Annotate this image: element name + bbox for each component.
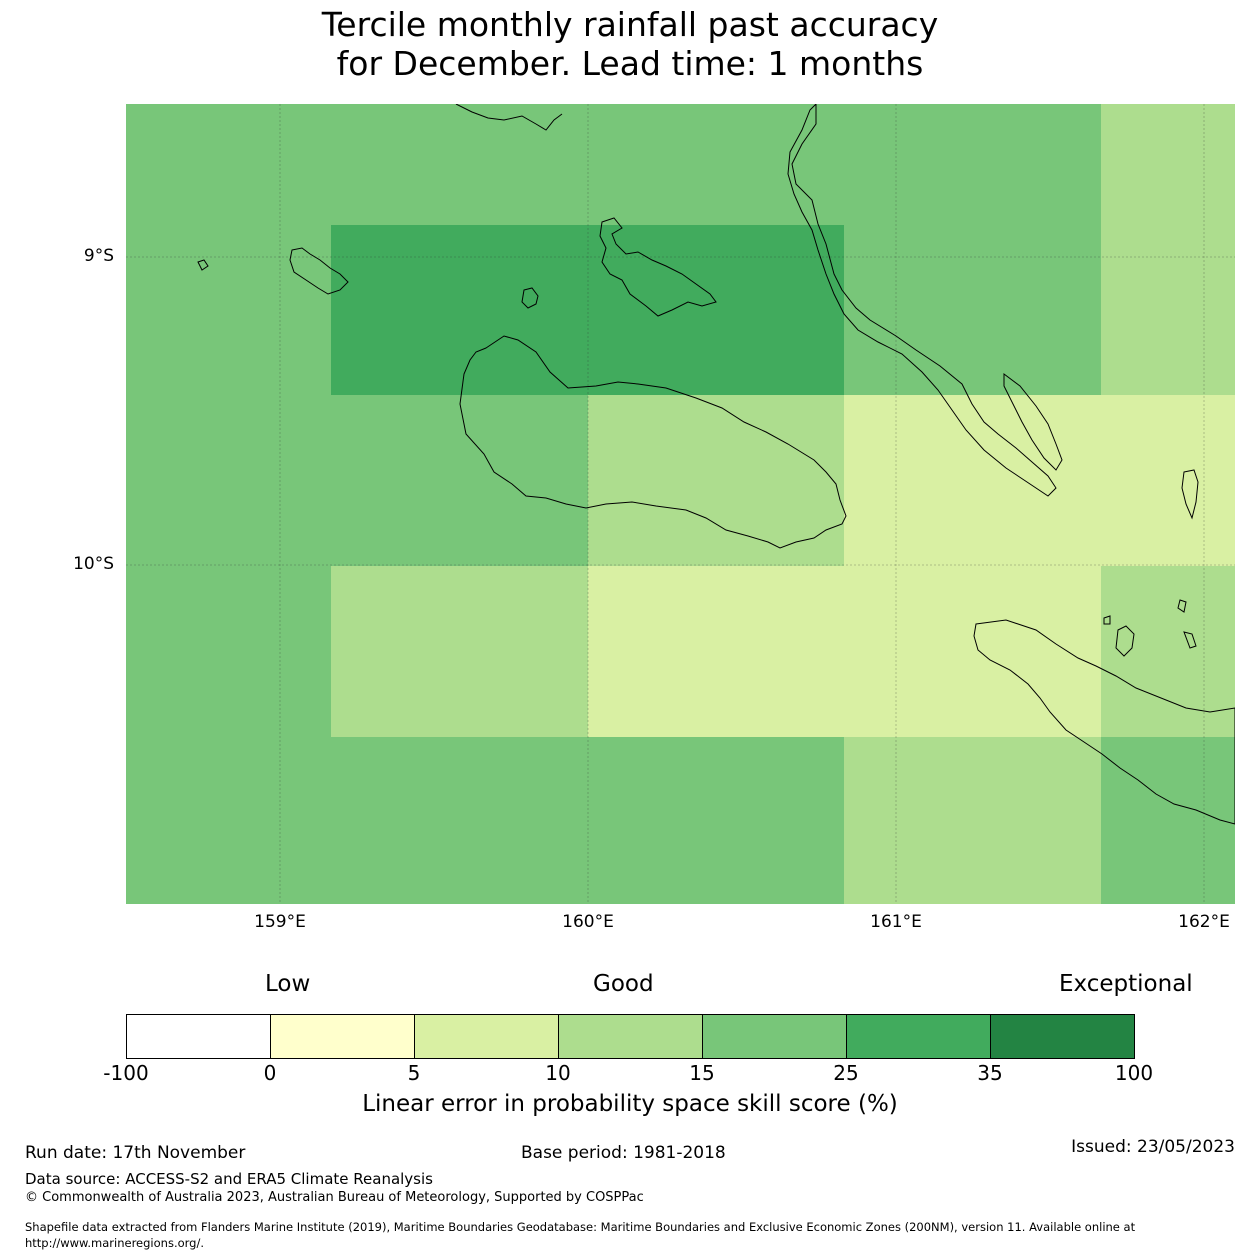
legend-tick: 10 xyxy=(545,1061,571,1085)
legend-title: Linear error in probability space skill … xyxy=(362,1091,898,1117)
legend-swatch xyxy=(558,1014,703,1059)
grid-cell xyxy=(844,737,1101,904)
grid-cell xyxy=(126,104,1101,225)
russell-islands-coastline xyxy=(289,247,349,295)
base-period: Base period: 1981-2018 xyxy=(521,1143,726,1163)
grid-cell xyxy=(1101,737,1235,904)
makira-coastline xyxy=(973,619,1235,825)
lon-label-162e: 162°E xyxy=(1178,912,1230,932)
grid-cell xyxy=(844,225,1101,395)
grid-cell xyxy=(588,395,844,566)
graticule xyxy=(126,104,1235,904)
lat-label-10s: 10°S xyxy=(73,554,114,574)
grid-cell xyxy=(126,566,331,737)
grid-cell xyxy=(1101,225,1235,395)
legend-swatch xyxy=(702,1014,847,1059)
grid-cell xyxy=(331,225,844,395)
grid-cell xyxy=(331,566,588,737)
legend-tick: 5 xyxy=(407,1061,421,1085)
east-islet-coastline xyxy=(1177,599,1187,613)
lon-label-159e: 159°E xyxy=(254,912,306,932)
legend-swatch xyxy=(414,1014,559,1059)
legend-tick: 25 xyxy=(833,1061,859,1085)
savo-island-coastline xyxy=(521,287,539,309)
map-title-line-2: for December. Lead time: 1 months xyxy=(336,44,924,83)
copyright: © Commonwealth of Australia 2023, Austra… xyxy=(25,1190,644,1205)
malaita-coastline xyxy=(787,104,1057,497)
legend-tick: 100 xyxy=(1114,1061,1154,1085)
grid-cell xyxy=(126,395,588,566)
sikaiana-coastline xyxy=(1181,469,1199,520)
legend-swatch xyxy=(270,1014,415,1059)
small-malaita-coastline xyxy=(1003,373,1063,471)
lon-label-161e: 161°E xyxy=(870,912,922,932)
lon-label-160e: 160°E xyxy=(562,912,614,932)
legend-tick: 0 xyxy=(263,1061,277,1085)
shapefile-credit-line-1: Shapefile data extracted from Flanders M… xyxy=(25,1220,1136,1234)
grid-cell xyxy=(588,566,1101,737)
legend-tick: -100 xyxy=(103,1061,149,1085)
skill-map xyxy=(126,104,1235,904)
legend-category-low: Low xyxy=(265,971,311,997)
skill-grid xyxy=(126,104,1235,904)
map-title-line-1: Tercile monthly rainfall past accuracy xyxy=(321,5,939,44)
ulawa-island-coastline xyxy=(1115,625,1135,657)
grid-cell xyxy=(126,225,331,395)
legend-category-exceptional: Exceptional xyxy=(1059,971,1193,997)
legend-swatch xyxy=(990,1014,1135,1059)
grid-cell xyxy=(1101,104,1235,225)
coastlines xyxy=(197,104,1235,825)
run-date: Run date: 17th November xyxy=(25,1143,246,1163)
grid-cell xyxy=(1101,566,1235,737)
florida-islands-coastline xyxy=(599,217,717,317)
north-coast-coastline xyxy=(455,104,563,131)
shapefile-credit-line-2: http://www.marineregions.org/. xyxy=(25,1236,204,1250)
legend-colorbar xyxy=(126,1014,1135,1059)
legend-tick: 35 xyxy=(977,1061,1003,1085)
east-islet-2-coastline xyxy=(1183,631,1197,649)
legend-swatch xyxy=(126,1014,271,1059)
grid-cell xyxy=(844,395,1235,566)
lat-label-9s: 9°S xyxy=(83,246,114,266)
legend-tick: 15 xyxy=(689,1061,715,1085)
nw-islet-coastline xyxy=(197,259,209,271)
guadalcanal-coastline xyxy=(459,335,847,549)
ugi-islet-coastline xyxy=(1103,615,1111,625)
grid-cell xyxy=(126,737,844,904)
data-source: Data source: ACCESS-S2 and ERA5 Climate … xyxy=(25,1170,433,1188)
legend-swatch xyxy=(846,1014,991,1059)
issued-date: Issued: 23/05/2023 xyxy=(1071,1137,1235,1157)
legend-category-good: Good xyxy=(593,971,654,997)
